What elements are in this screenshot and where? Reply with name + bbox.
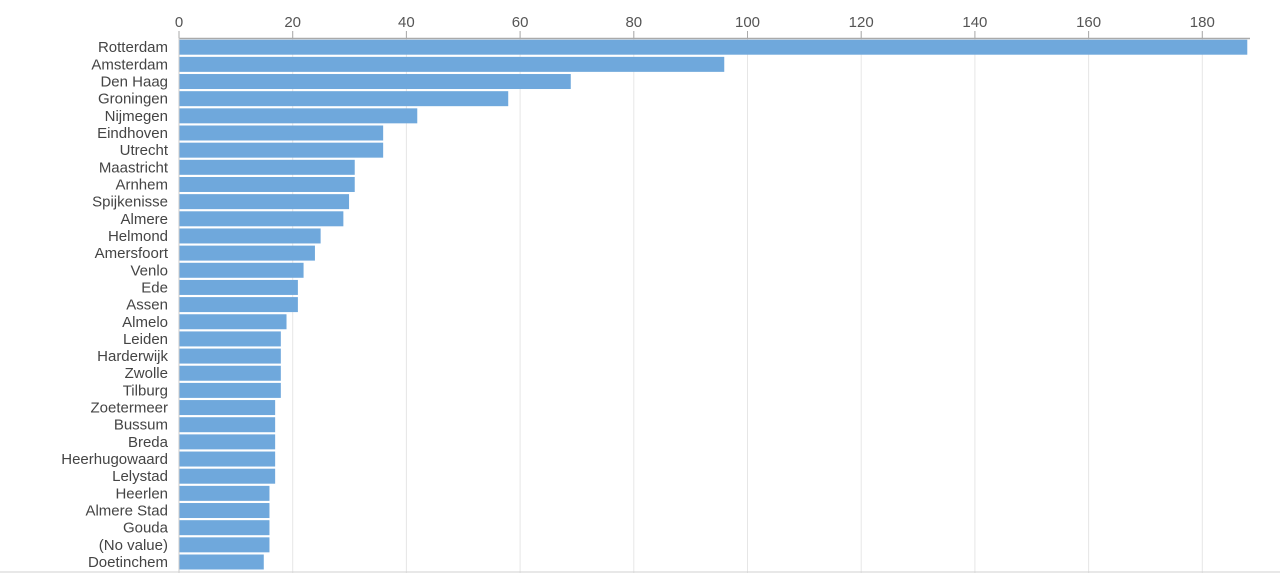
gridlines bbox=[292, 31, 1203, 573]
category-label: Groningen bbox=[98, 91, 168, 108]
category-label: Amsterdam bbox=[91, 56, 168, 73]
bar[interactable] bbox=[179, 142, 384, 158]
category-label: Arnhem bbox=[115, 176, 168, 193]
x-tick-label: 40 bbox=[398, 14, 415, 31]
category-label: Spijkenisse bbox=[92, 194, 168, 211]
category-label: Eindhoven bbox=[97, 125, 168, 142]
bars bbox=[179, 39, 1248, 570]
bar[interactable] bbox=[179, 400, 276, 416]
category-label: Nijmegen bbox=[105, 108, 168, 125]
category-label: Heerlen bbox=[115, 485, 168, 502]
x-tick-label: 140 bbox=[962, 14, 987, 31]
bar[interactable] bbox=[179, 228, 321, 244]
bar[interactable] bbox=[179, 468, 276, 484]
category-label: Breda bbox=[128, 434, 169, 451]
category-label: Almelo bbox=[122, 314, 168, 331]
bar[interactable] bbox=[179, 331, 281, 347]
category-label: Utrecht bbox=[120, 142, 169, 159]
bar[interactable] bbox=[179, 74, 571, 90]
bar[interactable] bbox=[179, 159, 355, 175]
category-label: Almere bbox=[120, 211, 168, 228]
category-label: Doetinchem bbox=[88, 554, 168, 571]
bar[interactable] bbox=[179, 56, 725, 72]
category-label: Venlo bbox=[130, 262, 168, 279]
x-tick-label: 60 bbox=[512, 14, 529, 31]
category-label: (No value) bbox=[99, 537, 168, 554]
bar[interactable] bbox=[179, 211, 344, 227]
bar[interactable] bbox=[179, 554, 264, 570]
bar[interactable] bbox=[179, 451, 276, 467]
bar[interactable] bbox=[179, 125, 384, 141]
category-label: Zoetermeer bbox=[90, 400, 168, 417]
bar[interactable] bbox=[179, 262, 304, 278]
category-label: Harderwijk bbox=[97, 348, 168, 365]
x-tick-label: 160 bbox=[1076, 14, 1101, 31]
bar[interactable] bbox=[179, 520, 270, 536]
x-tick-label: 100 bbox=[735, 14, 760, 31]
x-tick-label: 80 bbox=[625, 14, 642, 31]
bar[interactable] bbox=[179, 365, 281, 381]
bar[interactable] bbox=[179, 194, 350, 210]
x-tick-label: 180 bbox=[1190, 14, 1215, 31]
bar[interactable] bbox=[179, 434, 276, 450]
bar[interactable] bbox=[179, 176, 355, 192]
category-label: Amersfoort bbox=[95, 245, 169, 262]
x-tick-label: 120 bbox=[849, 14, 874, 31]
category-label: Assen bbox=[126, 297, 168, 314]
category-label: Bussum bbox=[114, 417, 168, 434]
bar[interactable] bbox=[179, 297, 298, 313]
bar[interactable] bbox=[179, 279, 298, 295]
bar[interactable] bbox=[179, 245, 315, 261]
bar[interactable] bbox=[179, 91, 509, 107]
bar[interactable] bbox=[179, 314, 287, 330]
bar[interactable] bbox=[179, 108, 418, 124]
category-label: Den Haag bbox=[100, 74, 168, 91]
category-label: Rotterdam bbox=[98, 39, 168, 56]
category-label: Maastricht bbox=[99, 159, 169, 176]
category-label: Tilburg bbox=[123, 382, 168, 399]
category-label: Helmond bbox=[108, 228, 168, 245]
category-label: Almere Stad bbox=[85, 503, 168, 520]
bar[interactable] bbox=[179, 382, 281, 398]
bar[interactable] bbox=[179, 417, 276, 433]
bar[interactable] bbox=[179, 537, 270, 553]
category-label: Leiden bbox=[123, 331, 168, 348]
bar[interactable] bbox=[179, 39, 1248, 55]
bar[interactable] bbox=[179, 503, 270, 519]
x-axis: 0 20 40 60 80 100 120 140 160 180 bbox=[0, 14, 1280, 573]
x-tick-label: 0 bbox=[175, 14, 183, 31]
category-label: Zwolle bbox=[125, 365, 168, 382]
category-label: Ede bbox=[141, 279, 168, 296]
category-label: Heerhugowaard bbox=[61, 451, 168, 468]
category-label: Lelystad bbox=[112, 468, 168, 485]
category-label: Gouda bbox=[123, 520, 169, 537]
x-tick-label: 20 bbox=[284, 14, 301, 31]
bar[interactable] bbox=[179, 348, 281, 364]
bar[interactable] bbox=[179, 485, 270, 501]
